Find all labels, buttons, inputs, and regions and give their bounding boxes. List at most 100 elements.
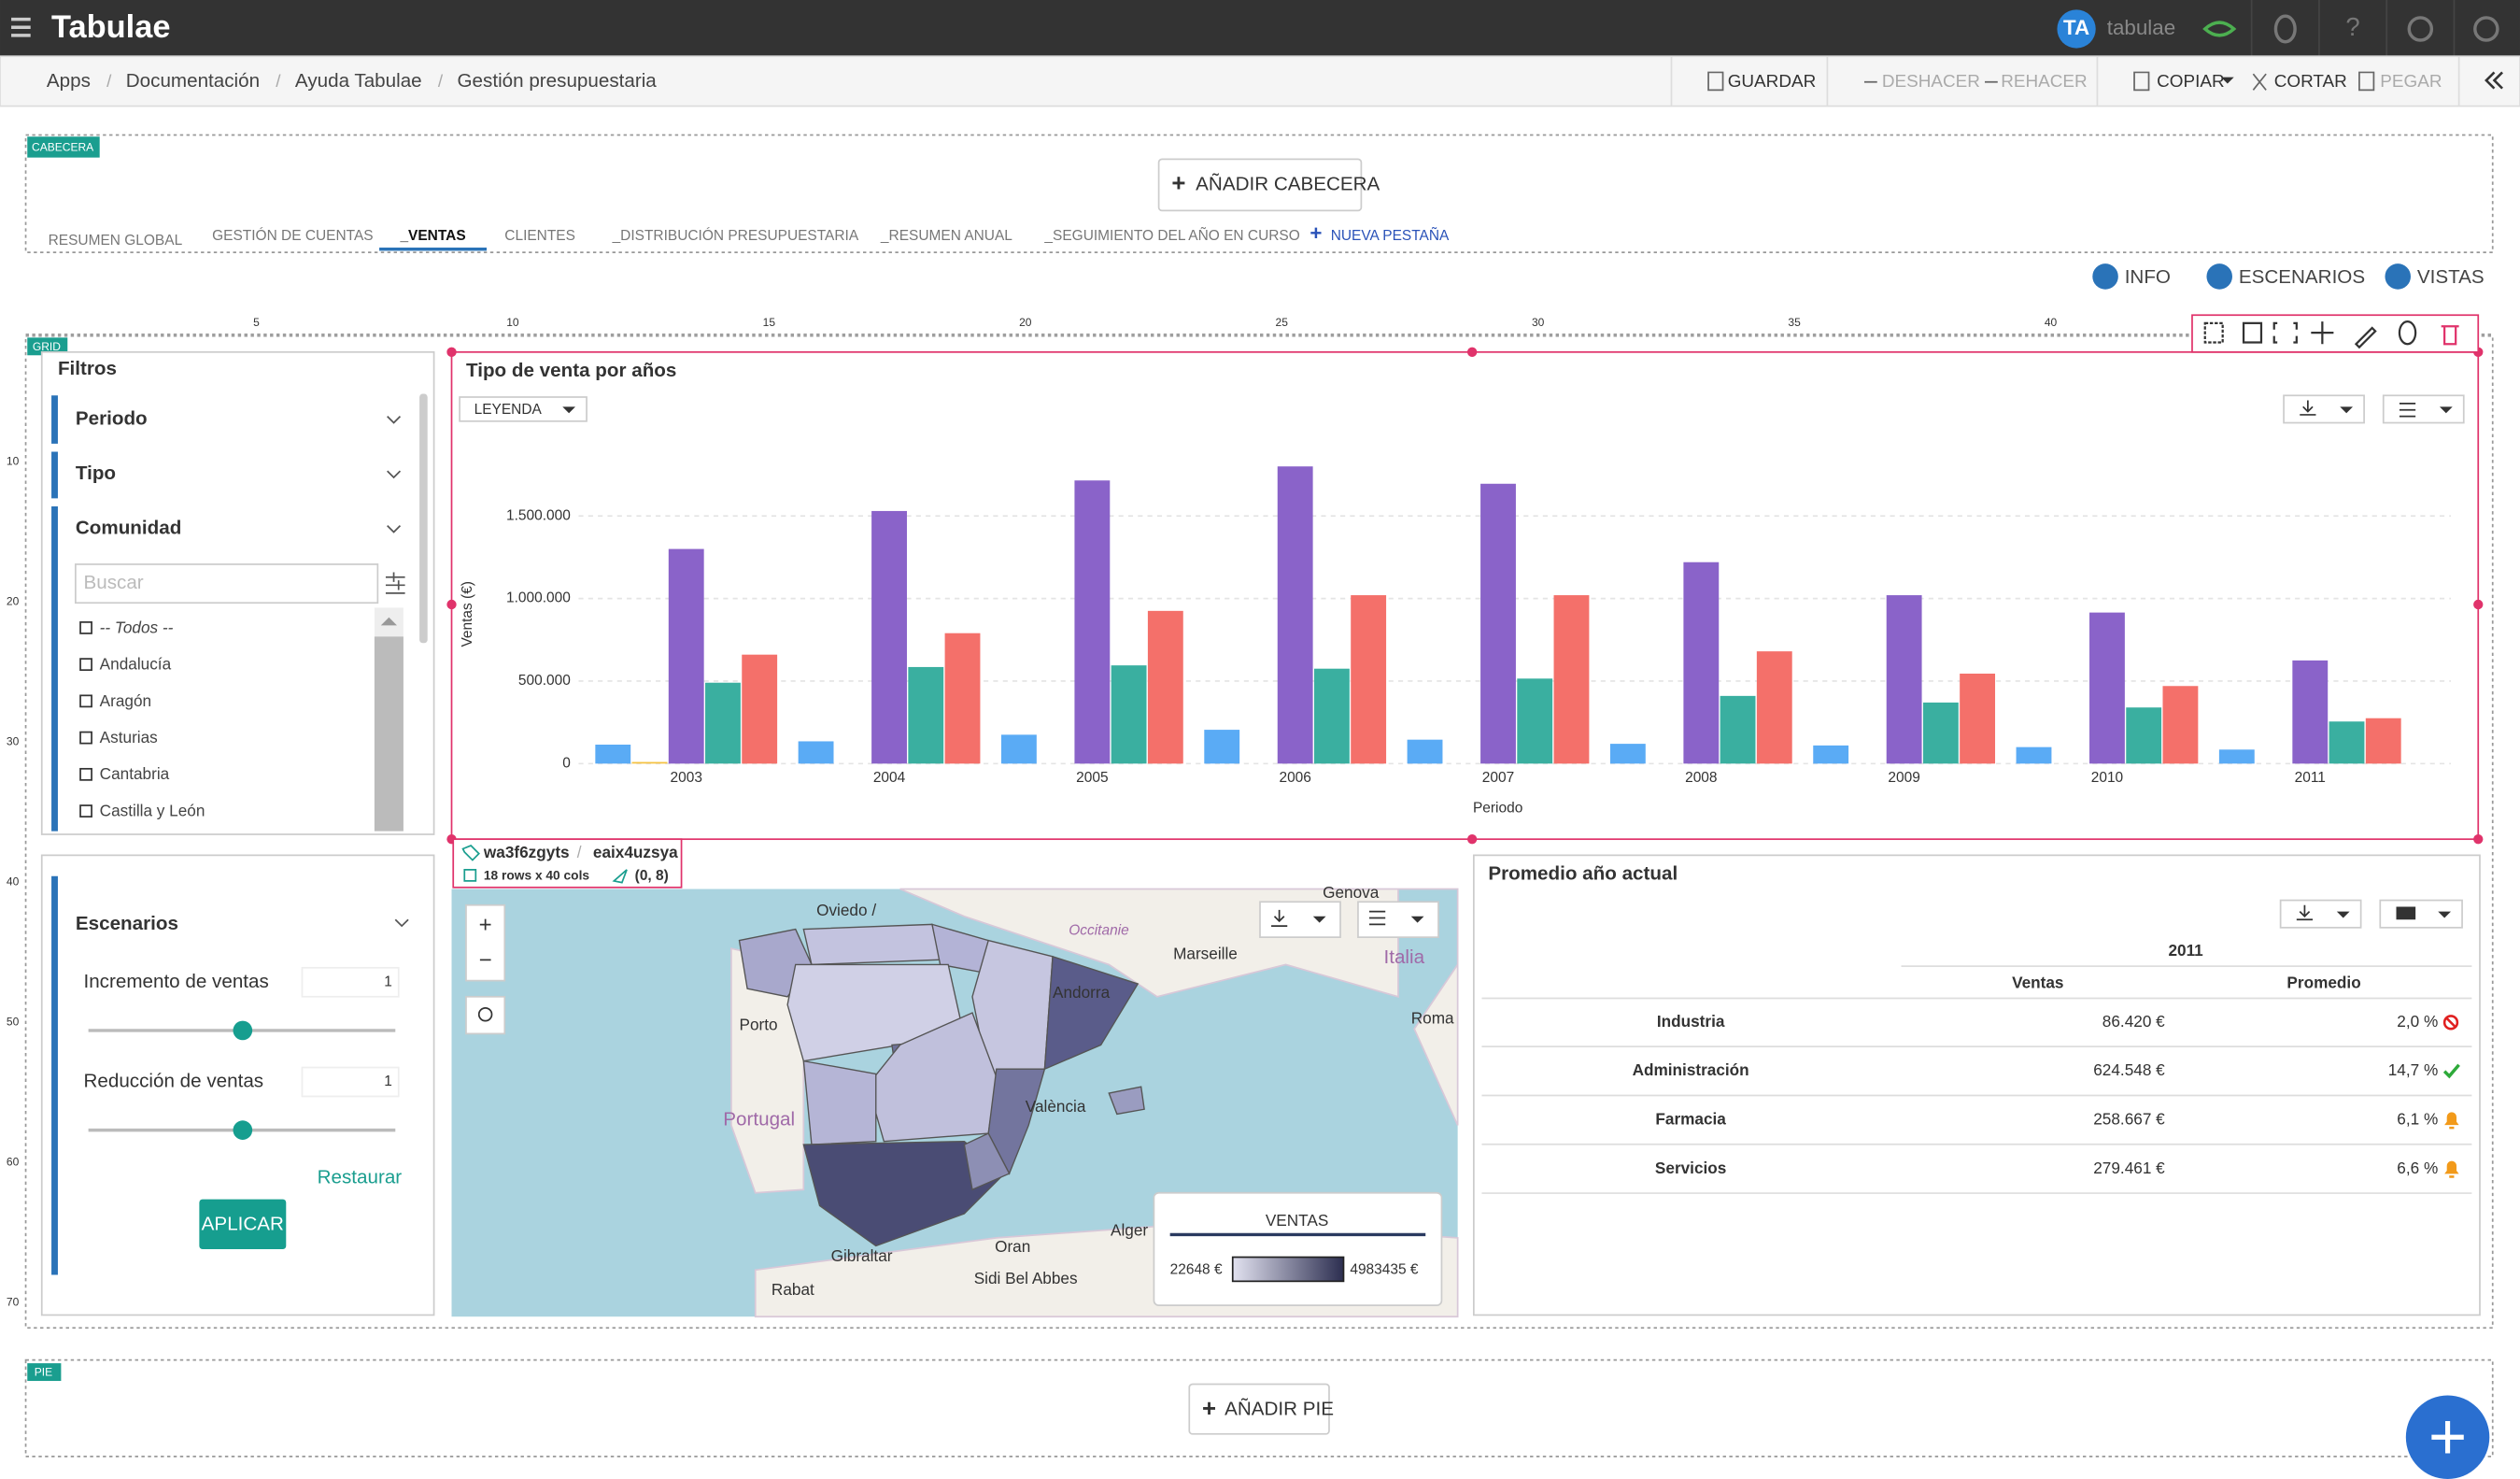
breadcrumb-item[interactable]: Ayuda Tabulae — [295, 70, 422, 92]
param-input[interactable] — [301, 1066, 400, 1098]
list-scroll-thumb[interactable] — [374, 636, 403, 832]
filter-section[interactable]: Periodo — [76, 408, 148, 430]
search-input[interactable] — [75, 563, 379, 604]
legend-button-text[interactable]: LEYENDA — [474, 402, 543, 418]
locate-button[interactable] — [465, 995, 506, 1035]
copy-button[interactable]: COPIAR — [2157, 72, 2224, 92]
breadcrumb-item[interactable]: Documentación — [126, 70, 260, 92]
add-footer-text[interactable]: AÑADIR PIE — [1225, 1397, 1334, 1419]
checkbox[interactable] — [79, 621, 92, 634]
resize-handles[interactable] — [446, 347, 2484, 845]
zoom-out[interactable]: − — [479, 947, 492, 973]
filter-item[interactable]: Aragón — [100, 691, 151, 710]
view-icon[interactable] — [2385, 263, 2411, 290]
tab[interactable]: _VENTAS — [399, 228, 465, 244]
filter-item[interactable]: Asturias — [100, 728, 158, 747]
map-label: Alger — [1111, 1221, 1148, 1240]
settings-icon[interactable] — [2407, 16, 2434, 42]
redo-button[interactable]: REHACER — [2001, 72, 2087, 92]
search-placeholder[interactable]: Buscar — [83, 572, 143, 593]
breadcrumb-item[interactable]: Apps — [47, 70, 91, 92]
zoom-control[interactable] — [465, 903, 506, 982]
tab[interactable]: GESTIÓN DE CUENTAS — [212, 228, 373, 244]
new-tab[interactable]: NUEVA PESTAÑA — [1331, 228, 1450, 244]
map-buttons[interactable] — [1259, 901, 1439, 939]
user-name[interactable]: tabulae — [2107, 16, 2175, 39]
map[interactable]: Oviedo / Porto Portugal València Marseille It… — [451, 883, 1459, 1318]
new-tab-plus[interactable]: + — [1310, 221, 1322, 245]
chevron[interactable] — [387, 470, 402, 479]
bar — [2365, 718, 2401, 764]
paste-button[interactable]: PEGAR — [2380, 72, 2442, 92]
bar — [1813, 745, 1849, 764]
param-value[interactable]: 1 — [384, 1074, 392, 1089]
collapse-icon[interactable] — [2485, 71, 2503, 90]
scroll-up[interactable] — [380, 617, 398, 626]
tab[interactable]: _RESUMEN ANUAL — [880, 228, 1012, 244]
chart: 0 500.000 1.000.000 1.500.000 2003 2004 2005 20… — [506, 466, 2452, 786]
filter-section[interactable]: Tipo — [76, 462, 116, 484]
map-legend — [1153, 1191, 1443, 1307]
widget-tools[interactable] — [2203, 320, 2459, 349]
filter-item[interactable]: Cantabria — [100, 764, 170, 783]
menu-icon[interactable] — [11, 17, 31, 37]
view-icon[interactable] — [2092, 263, 2118, 290]
chevron[interactable] — [394, 918, 409, 928]
bar — [908, 666, 944, 764]
view-button[interactable]: ESCENARIOS — [2239, 266, 2365, 288]
chevron[interactable] — [387, 416, 402, 424]
map-label: Roma — [1411, 1008, 1454, 1027]
apply-text[interactable]: APLICAR — [202, 1214, 284, 1235]
view-icon[interactable] — [2206, 263, 2232, 290]
filter-item[interactable]: -- Todos -- — [100, 618, 174, 636]
reset-link[interactable]: Restaurar — [318, 1167, 403, 1188]
avatar[interactable] — [2057, 9, 2096, 49]
db-icon[interactable] — [2273, 14, 2297, 44]
power-icon[interactable] — [2473, 16, 2499, 42]
undo-button[interactable]: DESHACER — [1882, 72, 1980, 92]
bar — [742, 654, 778, 764]
param-input[interactable] — [301, 966, 400, 998]
slider-knob[interactable] — [233, 1020, 253, 1041]
slider-knob[interactable] — [233, 1120, 253, 1140]
add-footer-button[interactable] — [1188, 1383, 1330, 1435]
filter-options-icon[interactable] — [385, 572, 405, 594]
table-buttons[interactable] — [2279, 899, 2463, 929]
view-button[interactable]: INFO — [2125, 266, 2171, 288]
checkbox[interactable] — [79, 731, 92, 745]
add-header-text[interactable]: AÑADIR CABECERA — [1196, 172, 1380, 194]
chart-buttons[interactable] — [2283, 394, 2465, 424]
logo[interactable]: Tabulae — [51, 9, 170, 45]
checkbox[interactable] — [79, 694, 92, 708]
filter-sections: Periodo Tipo Comunidad — [76, 408, 402, 539]
filter-section[interactable]: Comunidad — [76, 518, 181, 539]
chevron[interactable] — [387, 525, 402, 533]
eye-icon[interactable] — [2202, 21, 2237, 37]
view-button[interactable]: VISTAS — [2417, 266, 2485, 288]
x-tick-label: 2009 — [1888, 770, 1919, 786]
save-button[interactable]: GUARDAR — [1728, 72, 1817, 92]
checkbox[interactable] — [79, 804, 92, 818]
chart-widget[interactable] — [450, 350, 2480, 841]
breadcrumb-item[interactable]: Gestión presupuestaria — [458, 70, 658, 92]
copy-caret[interactable] — [2220, 77, 2234, 84]
filter-item[interactable]: Castilla y León — [100, 801, 205, 819]
tab[interactable]: _DISTRIBUCIÓN PRESUPUESTARIA — [612, 228, 859, 244]
tab[interactable]: _SEGUIMIENTO DEL AÑO EN CURSO — [1043, 228, 1299, 244]
filter-item[interactable]: Andalucía — [100, 655, 172, 674]
zoom-in[interactable]: + — [479, 912, 492, 937]
scenario-bar — [51, 875, 58, 1275]
tab[interactable]: CLIENTES — [504, 228, 575, 244]
add-header-button[interactable] — [1157, 158, 1363, 212]
ruler-label: 30 — [7, 734, 20, 747]
help-icon[interactable]: ? — [2345, 12, 2359, 41]
checkbox[interactable] — [79, 658, 92, 672]
legend-caret[interactable] — [562, 406, 576, 414]
panel-scrollbar[interactable] — [419, 393, 428, 644]
tab[interactable]: RESUMEN GLOBAL — [49, 233, 183, 249]
param-value[interactable]: 1 — [384, 974, 392, 989]
cut-button[interactable]: CORTAR — [2274, 72, 2347, 92]
apply-button[interactable] — [199, 1199, 287, 1249]
checkbox[interactable] — [79, 767, 92, 781]
